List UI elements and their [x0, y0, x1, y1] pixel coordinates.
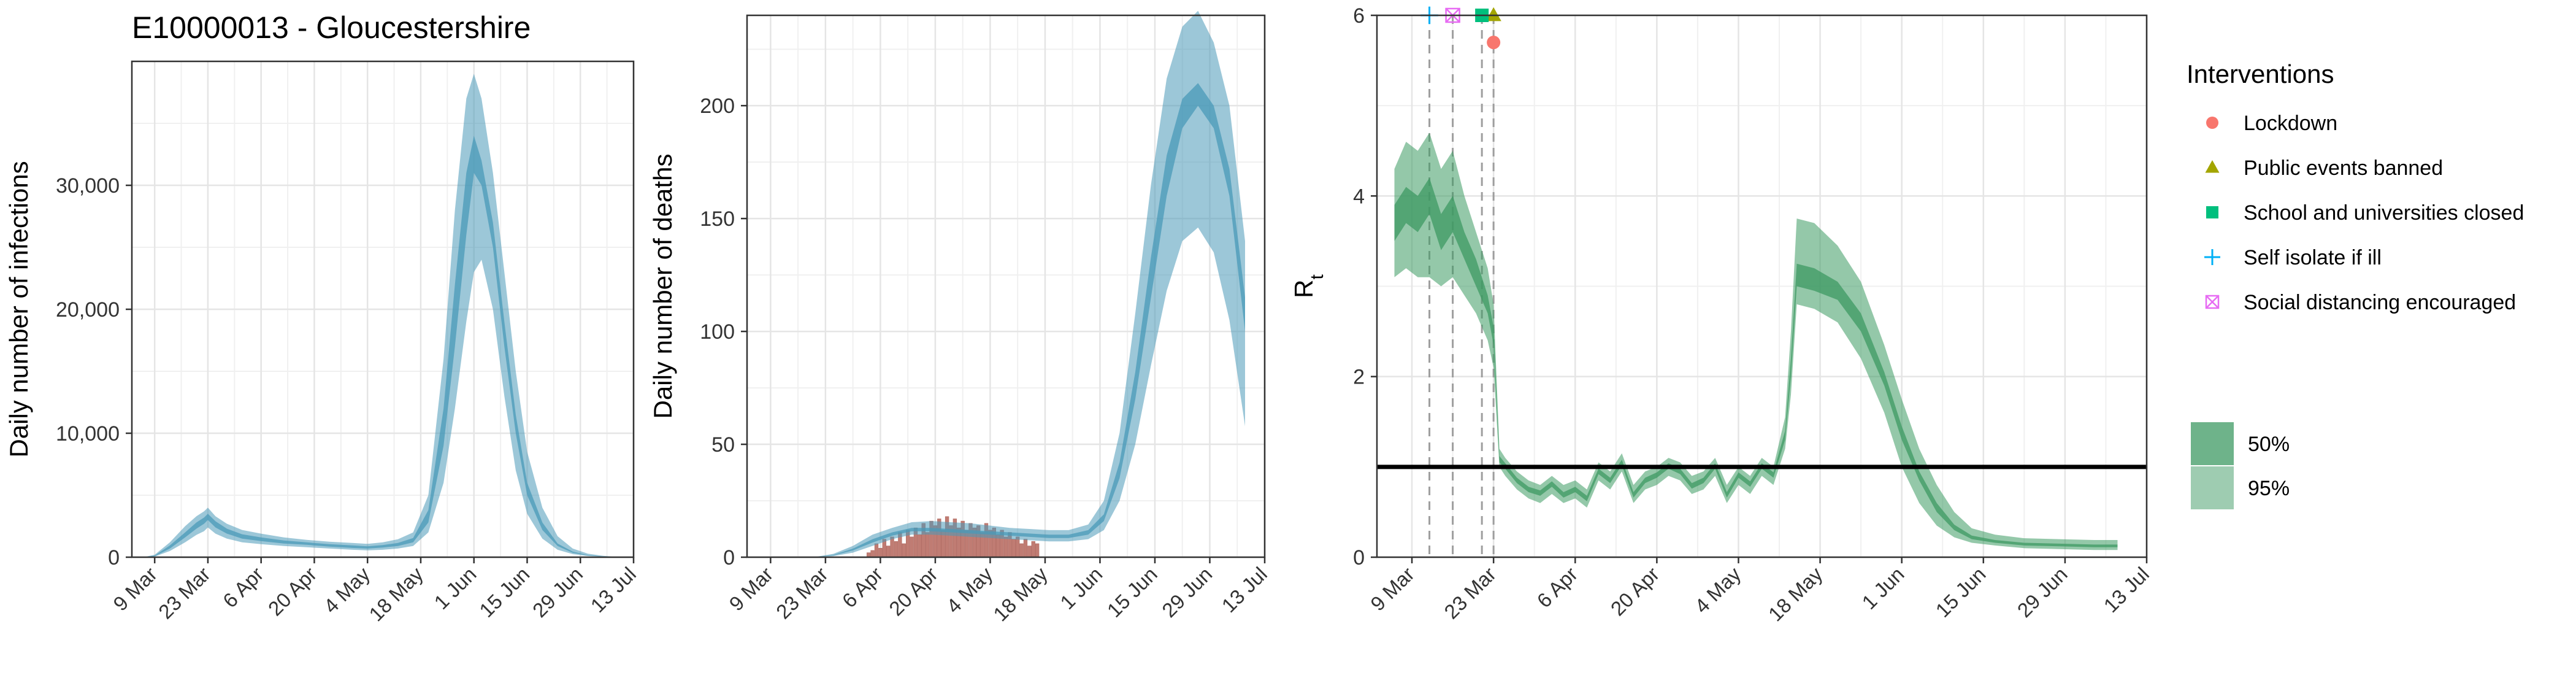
legend-band-label: 95% — [2248, 477, 2290, 500]
x-tick-label: 20 Apr — [1606, 563, 1664, 620]
legend-title: Interventions — [2187, 60, 2334, 88]
credible-band-95 — [759, 10, 1245, 558]
y-tick-label: 20,000 — [56, 298, 120, 322]
x-tick-label: 1 Jun — [429, 563, 480, 614]
x-tick-label: 18 May — [989, 562, 1052, 625]
observed-death-bar — [902, 543, 906, 558]
x-tick-label: 13 Jul — [2099, 563, 2153, 617]
legend-band-swatch — [2191, 422, 2234, 465]
legend-band-swatch — [2191, 466, 2234, 509]
panel-border — [1376, 14, 2148, 558]
x-tick-label: 15 Jun — [1103, 563, 1162, 622]
y-tick-label: 50 — [711, 433, 735, 457]
legend-label: School and universities closed — [2244, 201, 2524, 225]
y-tick-label: 6 — [1353, 4, 1365, 28]
x-tick-label: 15 Jun — [1931, 563, 1990, 622]
x-tick-label: 29 Jun — [1157, 563, 1216, 622]
legend-label: Lockdown — [2244, 112, 2337, 135]
legend-label: Self isolate if ill — [2244, 246, 2382, 269]
y-tick-label: 200 — [700, 95, 735, 118]
observed-death-bar — [1003, 536, 1008, 558]
x-tick-label: 6 Apr — [1533, 563, 1582, 612]
panel-border — [746, 14, 1266, 558]
x-tick-label: 6 Apr — [218, 563, 268, 612]
y-tick-label: 2 — [1353, 366, 1365, 389]
legend-key-triangle — [2205, 160, 2220, 173]
observed-death-bar — [1027, 546, 1032, 558]
observed-death-bar — [1035, 543, 1040, 558]
y-tick-label: 100 — [700, 320, 735, 344]
x-tick-label: 15 Jun — [475, 563, 534, 622]
x-tick-label: 23 Mar — [772, 563, 832, 623]
x-tick-label: 29 Jun — [528, 563, 587, 622]
y-axis-title: Daily number of deaths — [648, 154, 677, 419]
legend-band-label: 50% — [2248, 433, 2290, 456]
x-tick-label: 18 May — [1764, 562, 1827, 625]
x-tick-label: 20 Apr — [884, 563, 942, 620]
observed-death-bar — [886, 546, 891, 558]
x-tick-label: 6 Apr — [838, 563, 887, 612]
x-tick-label: 29 Jun — [2013, 563, 2072, 622]
legend-key-boxx-cross — [2206, 295, 2219, 309]
x-tick-label: 13 Jul — [586, 563, 640, 617]
observed-death-bar — [925, 532, 930, 558]
legend-key-plus — [2204, 249, 2220, 265]
observed-death-bar — [1016, 536, 1020, 558]
x-tick-label: 1 Jun — [1857, 563, 1908, 614]
x-tick-label: 20 Apr — [264, 563, 321, 620]
chart-title: E10000013 - Gloucestershire — [132, 10, 531, 45]
x-tick-label: 23 Mar — [154, 563, 215, 623]
y-tick-label: 150 — [700, 207, 735, 231]
observed-death-bar — [918, 534, 922, 558]
y-axis-title: Daily number of infections — [4, 161, 33, 457]
y-axis-title-subscript: t — [1307, 274, 1327, 280]
credible-band-50 — [1394, 177, 2118, 547]
interventions-legend: Interventions Lockdown Public events banne… — [2187, 60, 2524, 509]
x-tick-label: 18 May — [364, 562, 427, 625]
y-tick-label: 0 — [723, 546, 735, 569]
observed-death-bar — [890, 536, 894, 558]
x-tick-label: 4 May — [1690, 562, 1746, 617]
observed-death-bar — [870, 550, 875, 558]
observed-death-bar — [1023, 539, 1028, 558]
x-tick-label: 13 Jul — [1217, 563, 1271, 617]
intervention-marker-circle — [1487, 36, 1501, 50]
x-tick-label: 9 Mar — [1366, 563, 1419, 615]
y-tick-label: 30,000 — [56, 174, 120, 198]
observed-death-bar — [874, 543, 879, 558]
observed-death-bar — [910, 536, 914, 558]
x-tick-label: 1 Jun — [1056, 563, 1106, 614]
observed-death-bar — [1031, 541, 1035, 558]
intervention-marker-triangle — [1485, 7, 1501, 21]
legend-key-boxx — [2205, 295, 2220, 309]
observed-death-bar — [1019, 543, 1024, 558]
observed-death-bar — [1011, 539, 1016, 558]
x-tick-label: 23 Mar — [1439, 563, 1500, 623]
rt-panel: 0 2 4 6 9 Mar 23 Mar 6 Apr 20 Apr 4 May 18 May 1 J… — [1289, 4, 2153, 625]
observed-death-bar — [894, 541, 899, 558]
y-tick-label: 0 — [1353, 546, 1365, 569]
legend-label: Public events banned — [2244, 156, 2443, 180]
legend-key-square — [2206, 206, 2218, 218]
y-tick-label: 4 — [1353, 185, 1365, 208]
y-tick-label: 10,000 — [56, 422, 120, 446]
legend-label: Social distancing encouraged — [2244, 291, 2516, 314]
x-tick-label: 9 Mar — [724, 563, 777, 615]
y-tick-label: 0 — [108, 546, 120, 569]
legend-key-circle — [2206, 117, 2218, 129]
y-axis-title: Rt — [1289, 274, 1327, 298]
observed-death-bar — [878, 547, 883, 558]
